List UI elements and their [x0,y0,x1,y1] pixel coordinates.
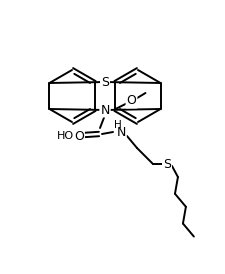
Text: S: S [163,158,171,170]
Text: O: O [126,95,136,107]
Text: N: N [100,104,110,116]
Text: N: N [116,125,126,138]
Text: S: S [101,76,109,89]
Text: O: O [74,130,84,142]
Text: H: H [114,120,122,130]
Text: HO: HO [56,131,74,141]
